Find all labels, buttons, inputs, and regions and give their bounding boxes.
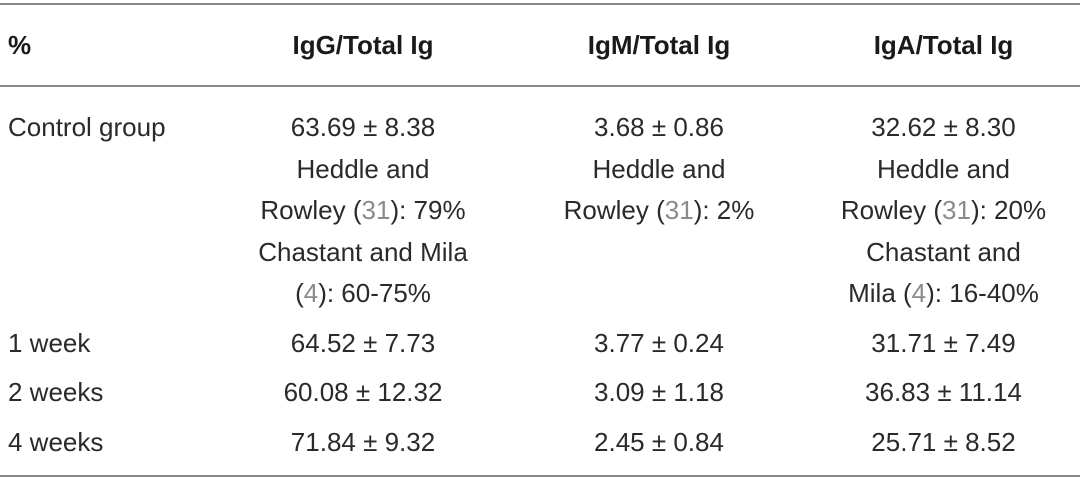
table-header: % IgG/Total Ig IgM/Total Ig IgA/Total Ig	[0, 4, 1080, 86]
table-body: Control group 63.69 ± 8.38 Heddle and Ro…	[0, 86, 1080, 476]
igg-cell: 71.84 ± 9.32	[290, 426, 436, 457]
igm-cell: 2.45 ± 0.84	[594, 426, 724, 457]
citation-link[interactable]: 31	[942, 195, 971, 225]
header-igg-total: IgG/Total Ig	[292, 29, 434, 60]
table-row-control-group: Control group 63.69 ± 8.38 Heddle and Ro…	[0, 86, 1080, 315]
reference-text: Chastant and	[866, 236, 1021, 267]
reference-text: Heddle and	[296, 153, 430, 184]
control-iga-cell: 32.62 ± 8.30 Heddle and Rowley (31): 20%…	[807, 86, 1080, 315]
control-igg-cell: 63.69 ± 8.38 Heddle and Rowley (31): 79%…	[215, 86, 511, 315]
row-label: 1 week	[8, 327, 91, 358]
igg-cell: 64.52 ± 7.73	[290, 327, 436, 358]
reference-text: Chastant and Mila	[258, 236, 468, 267]
header-iga-total: IgA/Total Ig	[873, 29, 1014, 60]
header-row: % IgG/Total Ig IgM/Total Ig IgA/Total Ig	[0, 4, 1080, 86]
cell-value: 3.68 ± 0.86	[594, 112, 724, 142]
reference-text: (4): 60-75%	[295, 278, 431, 308]
row-label: 4 weeks	[8, 426, 104, 457]
header-igm-total: IgM/Total Ig	[587, 29, 731, 60]
igg-cell: 60.08 ± 12.32	[283, 377, 443, 407]
iga-cell: 36.83 ± 11.14	[865, 377, 1022, 407]
ig-ratio-table: % IgG/Total Ig IgM/Total Ig IgA/Total Ig…	[0, 3, 1080, 477]
reference-text: Rowley (31): 2%	[563, 195, 755, 225]
citation-link[interactable]: 31	[664, 195, 694, 225]
citation-link[interactable]: 4	[911, 278, 927, 308]
control-igm-cell: 3.68 ± 0.86 Heddle and Rowley (31): 2%	[511, 86, 807, 315]
iga-cell: 25.71 ± 8.52	[871, 426, 1016, 457]
citation-link[interactable]: 4	[303, 278, 319, 308]
table-row-2-weeks: 2 weeks 60.08 ± 12.32 3.09 ± 1.18 36.83 …	[0, 364, 1080, 414]
igm-cell: 3.77 ± 0.24	[594, 327, 724, 358]
table-row-1-week: 1 week 64.52 ± 7.73 3.77 ± 0.24 31.71 ± …	[0, 315, 1080, 365]
cell-value: 32.62 ± 8.30	[871, 112, 1016, 142]
row-label: 2 weeks	[8, 377, 104, 407]
reference-text: Heddle and	[592, 153, 726, 184]
table-row-4-weeks: 4 weeks 71.84 ± 9.32 2.45 ± 0.84 25.71 ±…	[0, 414, 1080, 476]
cell-value: 63.69 ± 8.38	[290, 112, 436, 142]
citation-link[interactable]: 31	[361, 195, 391, 225]
header-percent: %	[8, 29, 32, 60]
reference-text: Rowley (31): 20%	[840, 195, 1047, 225]
row-label: Control group	[8, 112, 166, 142]
reference-text: Mila (4): 16-40%	[848, 278, 1039, 308]
igm-cell: 3.09 ± 1.18	[594, 377, 724, 407]
reference-text: Heddle and	[877, 153, 1010, 184]
iga-cell: 31.71 ± 7.49	[871, 327, 1016, 358]
reference-text: Rowley (31): 79%	[260, 195, 466, 225]
